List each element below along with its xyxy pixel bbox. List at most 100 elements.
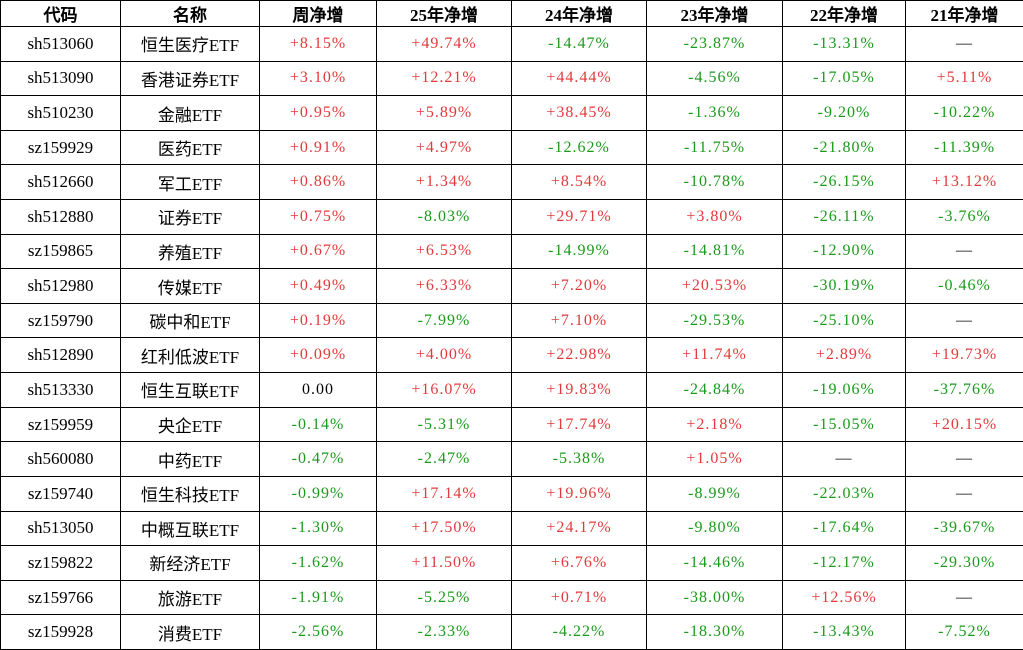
value-cell: -25.10% bbox=[782, 302, 906, 339]
column-header: 25年净增 bbox=[376, 0, 512, 27]
table-row: sh512980 传媒ETF +0.49% +6.33% +7.20% +20.53% -3… bbox=[0, 268, 1023, 304]
etf-name: 碳中和ETF bbox=[120, 302, 260, 339]
value-cell: -2.56% bbox=[259, 614, 377, 650]
etf-name: 红利低波ETF bbox=[120, 337, 260, 374]
value-cell: — bbox=[905, 26, 1023, 62]
value-cell: +7.10% bbox=[511, 302, 647, 339]
value-cell: +2.18% bbox=[646, 406, 783, 443]
value-cell: +17.74% bbox=[511, 406, 647, 443]
value-cell: -1.62% bbox=[259, 545, 377, 581]
value-cell: -1.91% bbox=[259, 579, 377, 616]
value-cell: -7.99% bbox=[376, 302, 512, 339]
value-cell: +7.20% bbox=[511, 268, 647, 304]
value-cell: -29.30% bbox=[905, 545, 1023, 581]
column-header: 22年净增 bbox=[782, 0, 906, 27]
table-row: sh512660 军工ETF +0.86% +1.34% +8.54% -10.78% -2… bbox=[0, 164, 1023, 201]
table-row: sz159822 新经济ETF -1.62% +11.50% +6.76% -14.46%… bbox=[0, 545, 1023, 581]
table-row: sh512880 证券ETF +0.75% -8.03% +29.71% +3.80% -2… bbox=[0, 199, 1023, 235]
value-cell: -10.78% bbox=[646, 164, 783, 201]
value-cell: +13.12% bbox=[905, 164, 1023, 201]
value-cell: -8.03% bbox=[376, 199, 512, 235]
etf-name: 中概互联ETF bbox=[120, 510, 260, 547]
table-row: sz159929 医药ETF +0.91% +4.97% -12.62% -11.75% -… bbox=[0, 129, 1023, 166]
etf-code: sh512890 bbox=[0, 337, 121, 374]
etf-name: 养殖ETF bbox=[120, 233, 260, 270]
value-cell: -5.31% bbox=[376, 406, 512, 443]
table-row: sz159790 碳中和ETF +0.19% -7.99% +7.10% -29.53% -… bbox=[0, 302, 1023, 339]
etf-code: sz159822 bbox=[0, 545, 121, 581]
value-cell: +19.83% bbox=[511, 372, 647, 408]
value-cell: -2.33% bbox=[376, 614, 512, 650]
value-cell: +6.76% bbox=[511, 545, 647, 581]
value-cell: -15.05% bbox=[782, 406, 906, 443]
value-cell: +19.96% bbox=[511, 475, 647, 512]
value-cell: -1.36% bbox=[646, 95, 783, 131]
value-cell: -11.75% bbox=[646, 129, 783, 166]
value-cell: -12.62% bbox=[511, 129, 647, 166]
value-cell: -30.19% bbox=[782, 268, 906, 304]
value-cell: -23.87% bbox=[646, 26, 783, 62]
value-cell: +8.15% bbox=[259, 26, 377, 62]
value-cell: +2.89% bbox=[782, 337, 906, 374]
value-cell: +0.95% bbox=[259, 95, 377, 131]
etf-name: 恒生医疗ETF bbox=[120, 26, 260, 62]
value-cell: — bbox=[905, 302, 1023, 339]
value-cell: +3.10% bbox=[259, 60, 377, 97]
value-cell: — bbox=[905, 475, 1023, 512]
value-cell: -13.43% bbox=[782, 614, 906, 650]
etf-name: 央企ETF bbox=[120, 406, 260, 443]
etf-name: 传媒ETF bbox=[120, 268, 260, 304]
table-row: sz159766 旅游ETF -1.91% -5.25% +0.71% -38.00% +1… bbox=[0, 579, 1023, 616]
value-cell: -10.22% bbox=[905, 95, 1023, 131]
table-row: sh513060 恒生医疗ETF +8.15% +49.74% -14.47% -23.8… bbox=[0, 26, 1023, 62]
table-row: sh560080 中药ETF -0.47% -2.47% -5.38% +1.05% — — bbox=[0, 441, 1023, 477]
value-cell: -0.47% bbox=[259, 441, 377, 477]
table-row: sh513330 恒生互联ETF 0.00 +16.07% +19.83% -24.84%… bbox=[0, 372, 1023, 408]
value-cell: — bbox=[782, 441, 906, 477]
column-header: 23年净增 bbox=[646, 0, 783, 27]
etf-code: sz159790 bbox=[0, 302, 121, 339]
value-cell: -2.47% bbox=[376, 441, 512, 477]
value-cell: -38.00% bbox=[646, 579, 783, 616]
etf-code: sh560080 bbox=[0, 441, 121, 477]
value-cell: -14.46% bbox=[646, 545, 783, 581]
value-cell: -3.76% bbox=[905, 199, 1023, 235]
value-cell: +0.19% bbox=[259, 302, 377, 339]
value-cell: -13.31% bbox=[782, 26, 906, 62]
value-cell: +0.09% bbox=[259, 337, 377, 374]
value-cell: +6.33% bbox=[376, 268, 512, 304]
value-cell: +17.50% bbox=[376, 510, 512, 547]
value-cell: -26.11% bbox=[782, 199, 906, 235]
value-cell: -5.25% bbox=[376, 579, 512, 616]
etf-code: sz159740 bbox=[0, 475, 121, 512]
value-cell: -0.46% bbox=[905, 268, 1023, 304]
value-cell: -4.22% bbox=[511, 614, 647, 650]
value-cell: +8.54% bbox=[511, 164, 647, 201]
value-cell: -14.99% bbox=[511, 233, 647, 270]
value-cell: -17.05% bbox=[782, 60, 906, 97]
value-cell: -7.52% bbox=[905, 614, 1023, 650]
table-row: sh512890 红利低波ETF +0.09% +4.00% +22.98% +11.74… bbox=[0, 337, 1023, 374]
value-cell: +0.71% bbox=[511, 579, 647, 616]
value-cell: +5.89% bbox=[376, 95, 512, 131]
value-cell: +0.86% bbox=[259, 164, 377, 201]
value-cell: +20.53% bbox=[646, 268, 783, 304]
value-cell: — bbox=[905, 233, 1023, 270]
etf-name: 恒生互联ETF bbox=[120, 372, 260, 408]
column-header: 周净增 bbox=[259, 0, 377, 27]
value-cell: +22.98% bbox=[511, 337, 647, 374]
value-cell: -18.30% bbox=[646, 614, 783, 650]
etf-name: 中药ETF bbox=[120, 441, 260, 477]
table-row: sz159865 养殖ETF +0.67% +6.53% -14.99% -14.81% -… bbox=[0, 233, 1023, 270]
value-cell: +12.56% bbox=[782, 579, 906, 616]
value-cell: +0.67% bbox=[259, 233, 377, 270]
table-row: sz159740 恒生科技ETF -0.99% +17.14% +19.96% -8.99… bbox=[0, 475, 1023, 512]
value-cell: +11.50% bbox=[376, 545, 512, 581]
value-cell: +3.80% bbox=[646, 199, 783, 235]
etf-code: sh512980 bbox=[0, 268, 121, 304]
value-cell: +11.74% bbox=[646, 337, 783, 374]
value-cell: -17.64% bbox=[782, 510, 906, 547]
value-cell: +12.21% bbox=[376, 60, 512, 97]
etf-code: sh513330 bbox=[0, 372, 121, 408]
